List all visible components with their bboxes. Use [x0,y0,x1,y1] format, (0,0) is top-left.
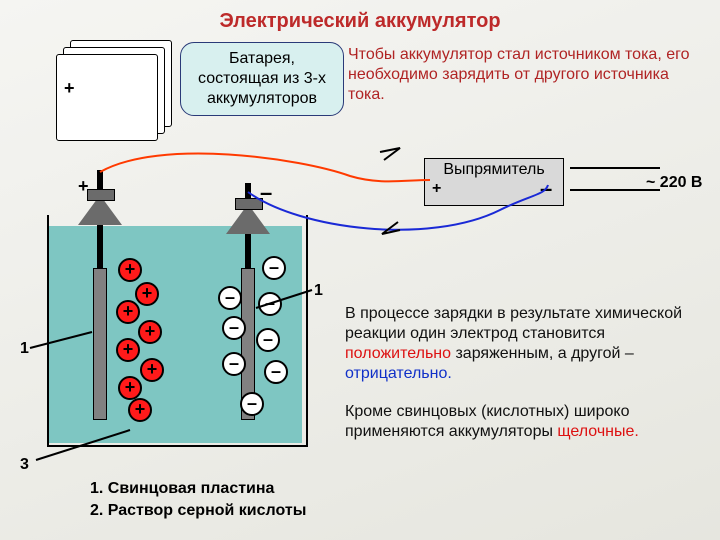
ion-pos: + [128,398,152,422]
ion-neg: – [264,360,288,384]
ion-pos: + [116,300,140,324]
alkaline-text: Кроме свинцовых (кислотных) широко приме… [345,402,705,442]
ion-pos: + [135,282,159,306]
electrode-cap-ring-left [87,189,115,201]
text-segment: В процессе зарядки в результате химическ… [345,305,682,342]
ion-neg: – [262,256,286,280]
mains-voltage-label: ~ 220 В [646,174,702,192]
terminal-sign-neg: – [260,180,272,206]
battery-callout: Батарея, состоящая из 3-х аккумуляторов [180,42,344,116]
battery-plus-sign: + [64,78,75,99]
ion-pos: + [118,258,142,282]
ion-neg: – [256,328,280,352]
page-title: Электрический аккумулятор [0,10,720,33]
legend: 1. Свинцовая пластина2. Раствор серной к… [90,478,306,521]
label-three: 3 [20,456,29,474]
process-text: В процессе зарядки в результате химическ… [345,304,705,384]
ion-pos: + [116,338,140,362]
rectifier-minus: – [540,176,552,202]
ion-neg: – [240,392,264,416]
electrode-plate-left [93,268,107,420]
text-segment: заряженным, а другой – [451,345,634,362]
label-right_1: 1 [314,282,323,300]
text-segment: зарядить [442,66,510,83]
ion-neg: – [258,292,282,316]
ion-neg: – [222,316,246,340]
legend-line: 1. Свинцовая пластина [90,478,306,500]
charge-instruction-text: Чтобы аккумулятор стал источником тока, … [348,45,708,105]
ion-neg: – [218,286,242,310]
text-segment: щелочные. [557,423,638,440]
ion-pos: + [140,358,164,382]
terminal-sign-pos: + [78,176,89,197]
ion-pos: + [118,376,142,400]
electrode-cap-ring-right [235,198,263,210]
ion-pos: + [138,320,162,344]
text-segment: отрицательно. [345,365,452,382]
text-segment: положительно [345,345,451,362]
label-left_1: 1 [20,340,29,358]
legend-line: 2. Раствор серной кислоты [90,500,306,522]
ion-neg: – [222,352,246,376]
rectifier-plus: + [432,180,441,198]
